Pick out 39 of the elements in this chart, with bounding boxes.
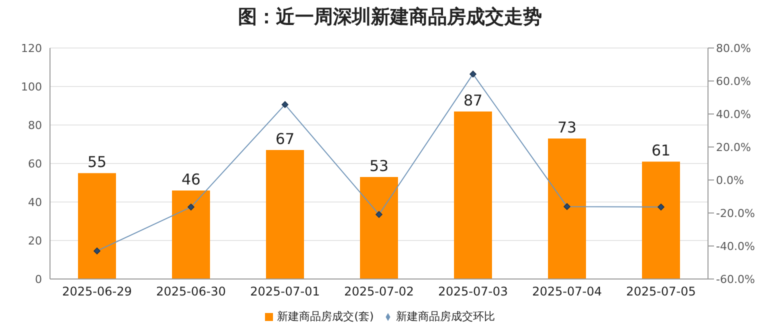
x-tick-label: 2025-07-03 bbox=[438, 284, 508, 299]
x-tick-label: 2025-07-05 bbox=[626, 284, 696, 299]
y-tick-label: 100 bbox=[21, 80, 42, 94]
bar bbox=[266, 150, 304, 279]
bar bbox=[360, 176, 398, 279]
y2-tick-label: -20.0% bbox=[716, 206, 755, 220]
legend-label: 新建商品房成交环比 bbox=[396, 310, 495, 323]
x-tick-label: 2025-07-02 bbox=[344, 284, 414, 299]
data-label: 73 bbox=[557, 118, 577, 136]
y2-tick-label: 40.0% bbox=[716, 108, 751, 121]
y2-tick-label: 20.0% bbox=[716, 140, 751, 154]
y2-tick-label: -60.0% bbox=[716, 272, 755, 286]
chart-title: 图：近一周深圳新建商品房成交走势 bbox=[237, 5, 543, 30]
x-tick-label: 2025-06-30 bbox=[156, 284, 226, 299]
bar bbox=[642, 162, 680, 279]
x-tick-label: 2025-07-04 bbox=[532, 284, 602, 299]
data-label: 46 bbox=[181, 170, 201, 188]
bar bbox=[454, 112, 492, 279]
y-tick-label: 40 bbox=[28, 196, 42, 209]
y-tick-label: 120 bbox=[21, 42, 42, 55]
y2-tick-label: 60.0% bbox=[716, 74, 751, 88]
bar bbox=[172, 190, 210, 279]
y2-tick-label: 0.0% bbox=[716, 174, 744, 187]
data-label: 67 bbox=[275, 130, 295, 148]
y-tick-label: 0 bbox=[35, 272, 42, 286]
data-label: 61 bbox=[651, 142, 671, 160]
y2-tick-label: -40.0% bbox=[716, 240, 755, 253]
y-tick-label: 60 bbox=[28, 157, 42, 170]
data-label: 53 bbox=[369, 156, 389, 175]
y2-tick-label: 80.0% bbox=[716, 42, 751, 55]
data-label: 87 bbox=[463, 92, 483, 110]
bar bbox=[78, 173, 116, 279]
data-label: 55 bbox=[87, 153, 107, 172]
x-tick-label: 2025-06-29 bbox=[62, 284, 132, 299]
x-tick-label: 2025-07-01 bbox=[250, 284, 320, 299]
legend-label: 新建商品房成交(套) bbox=[277, 310, 374, 323]
y-tick-label: 80 bbox=[28, 118, 42, 132]
y-tick-label: 20 bbox=[28, 234, 42, 248]
bar bbox=[548, 138, 586, 279]
